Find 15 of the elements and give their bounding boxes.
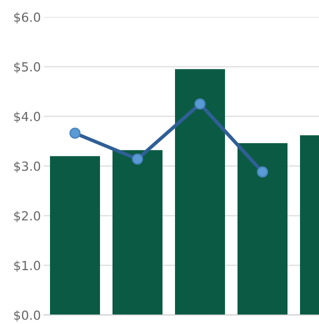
bar xyxy=(50,156,100,315)
point xyxy=(69,128,81,139)
bar xyxy=(175,69,225,315)
point xyxy=(132,153,144,165)
point xyxy=(194,98,206,110)
y-tick-label: $0.0 xyxy=(14,310,40,322)
y-tick-label: $4.0 xyxy=(14,112,40,123)
bar xyxy=(112,150,162,315)
y-tick-label: $1.0 xyxy=(14,260,40,272)
bar xyxy=(238,143,288,315)
y-tick-label: $6.0 xyxy=(14,12,40,24)
point xyxy=(256,166,268,178)
y-tick-label: $3.0 xyxy=(14,161,40,173)
y-tick-label: $5.0 xyxy=(14,62,40,74)
y-tick-label: $2.0 xyxy=(14,210,40,222)
